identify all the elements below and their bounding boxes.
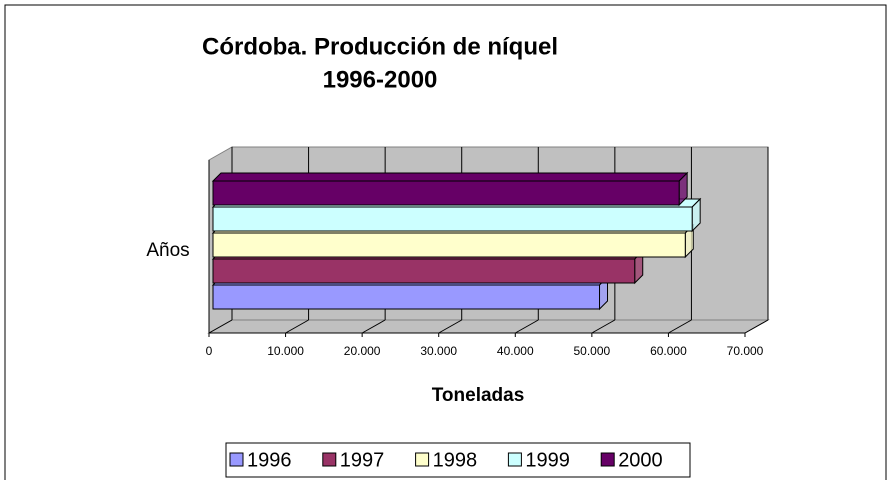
x-tick-label: 60.000	[650, 344, 687, 358]
grid-line	[208, 319, 233, 334]
legend-label: 1998	[433, 449, 478, 471]
grid-line	[515, 319, 539, 334]
grid-line	[285, 319, 309, 334]
legend-swatch	[229, 452, 244, 467]
grid-line	[744, 319, 769, 334]
bar	[212, 206, 693, 232]
bar	[212, 258, 636, 284]
legend-label: 1996	[247, 449, 292, 471]
legend-swatch	[600, 452, 615, 467]
x-tick-label: 10.000	[267, 344, 304, 358]
grid-line	[591, 319, 616, 334]
legend-swatch	[415, 452, 430, 467]
bar	[212, 232, 686, 258]
bar	[212, 284, 601, 310]
legend-swatch	[507, 452, 522, 467]
grid-line	[361, 319, 386, 334]
bar	[212, 180, 680, 206]
legend-swatch	[322, 452, 337, 467]
legend-label: 1999	[525, 449, 570, 471]
floor	[207, 319, 770, 334]
x-tick-label: 0	[206, 344, 213, 358]
bar-top	[211, 172, 689, 182]
x-tick-label: 70.000	[727, 344, 764, 358]
legend-label: 2000	[618, 449, 663, 471]
chart-subtitle: 1996-2000	[323, 66, 438, 93]
y-axis-label: Años	[146, 240, 189, 261]
grid-line	[668, 319, 692, 334]
x-tick-label: 50.000	[574, 344, 611, 358]
x-tick-label: 20.000	[344, 344, 381, 358]
x-tick-label: 40.000	[497, 344, 534, 358]
x-tick-label: 30.000	[420, 344, 457, 358]
legend-label: 1997	[340, 449, 385, 471]
x-axis-label: Toneladas	[432, 385, 525, 406]
chart-title: Córdoba. Producción de níquel	[202, 33, 558, 60]
grid-line	[438, 319, 462, 334]
